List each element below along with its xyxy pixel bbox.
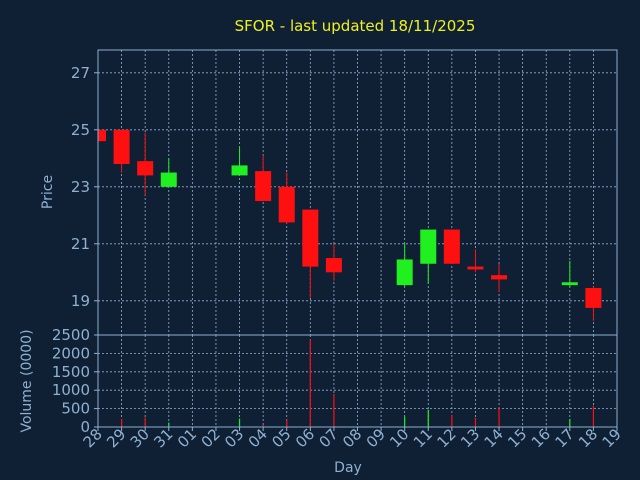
candle-body [443,229,460,264]
candle-18 [585,286,602,321]
price-tick-label: 23 [71,178,90,196]
x-tick-label: 13 [457,425,483,451]
volume-series [120,339,595,427]
price-tick-label: 27 [71,64,90,82]
candle-body [137,161,154,176]
candle-body [491,275,508,280]
x-tick-label: 31 [150,425,176,451]
x-tick-label: 18 [575,425,601,451]
x-tick-label: 05 [268,425,294,451]
price-axis-label: Price [40,175,56,209]
price-tick-label: 19 [71,292,90,310]
x-tick-label: 30 [127,425,153,451]
candle-body [160,172,177,187]
candle-07 [325,243,342,281]
candle-body [231,165,248,176]
candle-body [98,129,106,142]
candle-28 [97,129,106,142]
x-tick-label: 01 [174,425,200,451]
candle-29 [113,129,130,173]
candle-06 [302,209,319,298]
candle-04 [255,155,272,202]
price-grid [98,50,617,335]
candle-body [396,259,413,286]
volume-tick-label: 1000 [52,381,90,399]
volume-tick-label: 500 [61,400,90,418]
x-tick-label: 03 [221,425,247,451]
x-tick-label: 29 [103,425,129,451]
candlestick-series [97,129,602,321]
volume-grid [98,335,617,427]
chart-title: SFOR - last updated 18/11/2025 [235,17,476,35]
x-tick-label: 12 [433,425,459,451]
candle-body [561,282,578,286]
x-tick-label: 16 [528,425,554,451]
price-tick-label: 25 [71,121,90,139]
candle-17 [561,260,578,287]
volume-tick-label: 2500 [52,326,90,344]
volume-tick-label: 2000 [52,344,90,362]
price-tick-label: 21 [71,235,90,253]
candle-05 [278,172,295,224]
candle-body [585,287,602,308]
x-tick-label: 11 [410,425,436,451]
candle-13 [467,249,484,273]
price-panel-frame [97,49,618,336]
x-tick-label: 09 [363,425,389,451]
candle-10 [396,243,413,287]
candle-body [255,171,272,202]
volume-tick-label: 0 [80,418,90,436]
candle-30 [137,132,154,196]
x-tick-label: 07 [316,425,342,451]
candle-body [302,209,319,267]
x-tick-label: 15 [504,425,530,451]
candle-11 [420,229,437,284]
candle-body [467,266,484,270]
volume-axis-label: Volume (0000) [19,329,35,432]
candle-03 [231,146,248,176]
x-tick-label: 17 [551,425,577,451]
x-tick-label: 19 [599,425,625,451]
candle-body [113,129,130,164]
candle-12 [443,229,460,264]
price-tick-labels: 19 21 23 25 27 [71,64,98,310]
volume-tick-label: 1500 [52,363,90,381]
candle-14 [491,263,508,293]
x-axis-label: Day [334,460,362,476]
x-tick-label: 14 [481,425,507,451]
candle-body [420,229,437,264]
x-tick-label: 08 [339,425,365,451]
x-tick-label: 02 [198,425,224,451]
x-tick-labels: 2829303101020304050607080910111213141516… [80,425,625,451]
candle-body [278,186,295,223]
candle-31 [160,158,177,187]
candle-body [325,258,342,273]
x-tick-label: 04 [245,425,271,451]
x-tick-label: 06 [292,425,318,451]
volume-panel-frame [97,334,618,428]
x-tick-label: 10 [386,425,412,451]
